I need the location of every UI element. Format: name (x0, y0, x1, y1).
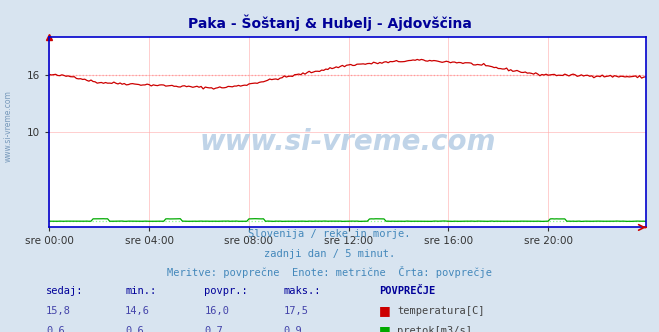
Text: 0,6: 0,6 (46, 326, 65, 332)
Text: www.si-vreme.com: www.si-vreme.com (3, 90, 13, 162)
Text: maks.:: maks.: (283, 286, 321, 296)
Text: 17,5: 17,5 (283, 306, 308, 316)
Text: sedaj:: sedaj: (46, 286, 84, 296)
Text: ■: ■ (379, 304, 391, 317)
Text: www.si-vreme.com: www.si-vreme.com (200, 127, 496, 155)
Text: Paka - Šoštanj & Hubelj - Ajdovščina: Paka - Šoštanj & Hubelj - Ajdovščina (188, 15, 471, 32)
Text: zadnji dan / 5 minut.: zadnji dan / 5 minut. (264, 249, 395, 259)
Text: Meritve: povprečne  Enote: metrične  Črta: povprečje: Meritve: povprečne Enote: metrične Črta:… (167, 266, 492, 278)
Text: temperatura[C]: temperatura[C] (397, 306, 485, 316)
Text: ■: ■ (379, 324, 391, 332)
Text: 14,6: 14,6 (125, 306, 150, 316)
Text: povpr.:: povpr.: (204, 286, 248, 296)
Text: 15,8: 15,8 (46, 306, 71, 316)
Text: 0,6: 0,6 (125, 326, 144, 332)
Text: pretok[m3/s]: pretok[m3/s] (397, 326, 473, 332)
Text: POVPREČJE: POVPREČJE (379, 286, 435, 296)
Text: Slovenija / reke in morje.: Slovenija / reke in morje. (248, 229, 411, 239)
Text: 0,9: 0,9 (283, 326, 302, 332)
Text: 0,7: 0,7 (204, 326, 223, 332)
Text: 16,0: 16,0 (204, 306, 229, 316)
Text: min.:: min.: (125, 286, 156, 296)
